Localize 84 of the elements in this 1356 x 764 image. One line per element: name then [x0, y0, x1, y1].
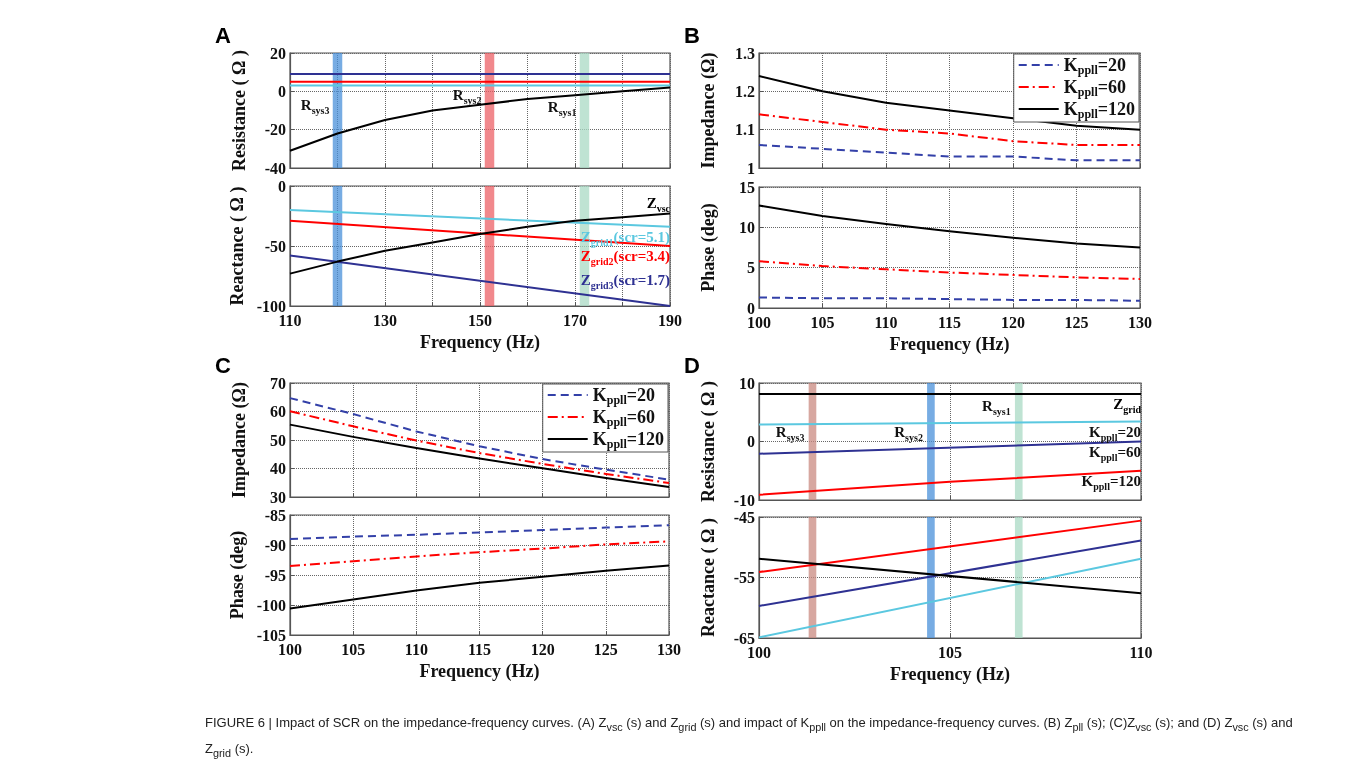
x-tick-label: 105	[810, 313, 835, 331]
x-tick-label: 110	[404, 640, 428, 658]
x-axis-title: Frequency (Hz)	[889, 663, 1011, 685]
x-tick-label: 130	[373, 311, 397, 329]
y-axis-title: Reactance ( Ω )	[226, 186, 248, 306]
y-tick-label: 30	[270, 488, 286, 506]
y-tick-label: 70	[270, 374, 286, 392]
y-tick-label: 10	[739, 218, 755, 236]
y-tick-label: 0	[278, 82, 286, 100]
annotation: R$_{sys3}$	[300, 96, 330, 116]
series-label: Z$_{grid3}$(scr=1.7)	[580, 272, 670, 291]
x-tick-label: 115	[937, 313, 962, 331]
line-series	[758, 260, 1141, 280]
chart-title: A	[215, 22, 231, 48]
chart-title: D	[684, 352, 700, 378]
line-series	[289, 524, 670, 540]
x-tick-label: 170	[563, 311, 587, 329]
line-series	[758, 75, 1141, 131]
x-tick-label: 130	[1128, 313, 1152, 331]
y-axis-title: Impedance (Ω)	[229, 382, 250, 498]
y-tick-label: 0	[278, 177, 286, 195]
y-axis-title: Impedance (Ω)	[698, 52, 719, 169]
y-axis-title: Reactance ( Ω )	[698, 518, 719, 637]
line-series	[758, 204, 1141, 249]
x-tick-label: 125	[1064, 313, 1089, 331]
annotation: K$_{ppll}$=20	[1089, 423, 1141, 443]
chart-title: B	[684, 22, 700, 48]
x-tick-label: 150	[468, 311, 492, 329]
y-axis-title: Resistance ( Ω )	[229, 50, 250, 171]
x-tick-label: 115	[467, 640, 492, 658]
y-tick-label: 1	[747, 159, 755, 177]
y-tick-label: -95	[264, 566, 286, 584]
x-tick-label: 130	[657, 640, 681, 658]
line-series	[289, 86, 671, 152]
y-tick-label: 40	[270, 460, 286, 477]
y-tick-label: -50	[264, 237, 286, 255]
annotation: R$_{sys2}$	[894, 423, 923, 443]
y-axis-title: Phase (deg)	[226, 530, 248, 620]
y-tick-label: 0	[747, 433, 755, 450]
annotation: K$_{ppll}$=120	[1081, 472, 1141, 492]
y-tick-label: -100	[256, 596, 286, 614]
y-tick-label: 1.2	[735, 82, 755, 100]
y-tick-label: 10	[739, 374, 755, 392]
x-tick-label: 110	[1129, 643, 1153, 661]
y-tick-label: -20	[264, 121, 286, 139]
y-tick-label: 5	[747, 259, 755, 277]
x-axis-title: Frequency (Hz)	[419, 660, 540, 682]
annotation: K$_{ppll}$=60	[1089, 443, 1141, 463]
series-label: Z$_{grid2}$(scr=3.4)	[580, 248, 670, 267]
y-tick-label: 60	[270, 403, 286, 420]
x-tick-label: 105	[341, 640, 366, 658]
line-series	[289, 212, 671, 275]
annotation: R$_{sys3}$	[775, 423, 805, 443]
y-axis-title: Resistance ( Ω )	[698, 381, 719, 502]
y-tick-label: -40	[264, 159, 286, 177]
y-tick-label: -90	[264, 536, 286, 554]
y-tick-label: 15	[739, 178, 755, 196]
x-axis-title: Frequency (Hz)	[889, 333, 1010, 355]
y-tick-label: 1.3	[735, 44, 755, 62]
y-tick-label: 50	[270, 431, 286, 449]
annotation: R$_{sys1}$	[547, 98, 577, 118]
chart-title: C	[215, 352, 231, 378]
x-tick-label: 120	[530, 640, 555, 658]
line-series	[289, 564, 670, 610]
y-tick-label: -10	[733, 491, 755, 509]
line-series	[289, 410, 670, 485]
line-series	[758, 144, 1141, 162]
y-tick-label: -85	[264, 506, 286, 524]
y-axis-title: Phase (deg)	[698, 203, 719, 292]
series-label: Z$_{vsc}$	[646, 194, 670, 214]
annotation: R$_{sys1}$	[982, 397, 1011, 417]
x-tick-label: 105	[938, 643, 962, 661]
x-tick-label: 190	[658, 311, 682, 329]
annotation: R$_{sys2}$	[452, 86, 482, 106]
y-tick-label: -45	[733, 508, 755, 526]
y-tick-label: 1.1	[735, 121, 755, 139]
x-tick-label: 110	[874, 313, 898, 331]
series-label: Z$_{grid}$	[1113, 396, 1141, 416]
y-tick-label: -55	[733, 569, 755, 586]
text: FIGURE 6 | Impact of SCR on the impedance-frequency curves. (A) Z$_{vsc}$ (s) and Z$_{grid}$ (s) and impact of K$_{ppll}$ on the impedance-frequency curves. (B) Z$_{pll}$ (s); (C)Z$_{vsc}$ (s); and (D) Z$_{vsc}$ (s) and Z$_{grid}$ (s).	[205, 715, 1293, 759]
x-tick-label: 120	[1001, 313, 1025, 331]
y-tick-label: 20	[270, 44, 286, 62]
x-axis-title: Frequency (Hz)	[419, 331, 541, 353]
x-tick-label: 125	[593, 640, 618, 658]
